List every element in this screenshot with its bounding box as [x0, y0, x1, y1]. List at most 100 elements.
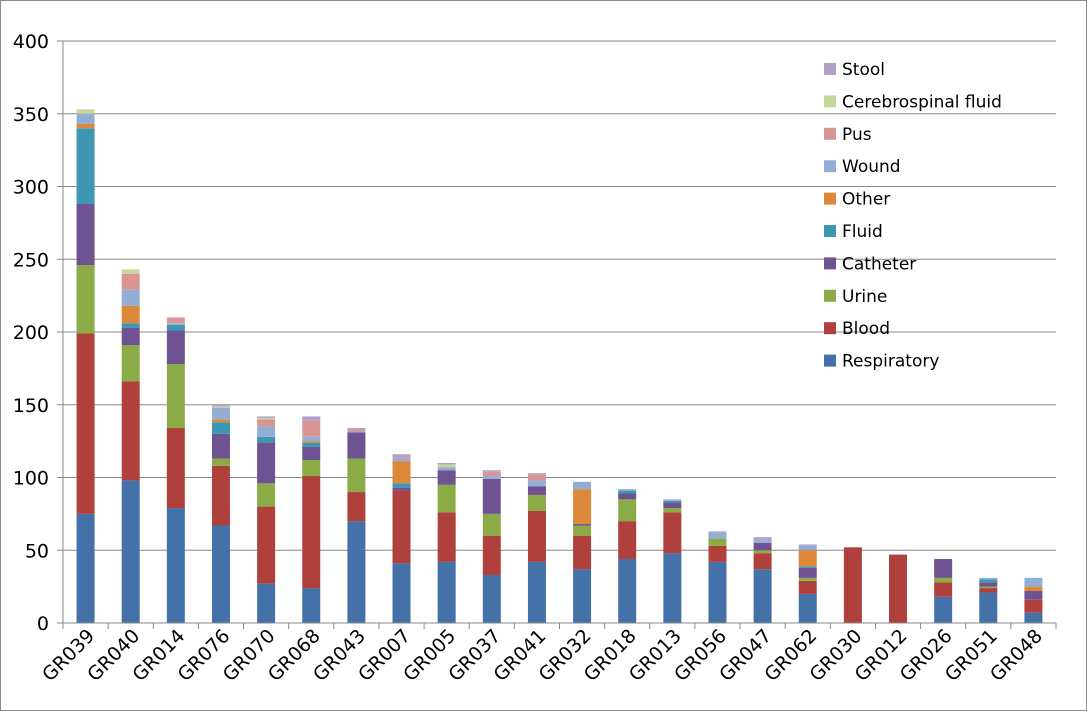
bar-segment-catheter: [302, 446, 321, 461]
bar-segment-respiratory: [618, 558, 637, 623]
bar-segment-wound: [979, 577, 998, 580]
bar-segment-catheter: [798, 567, 817, 578]
bar-segment-catheter: [663, 502, 682, 509]
legend-label: Blood: [842, 319, 890, 339]
bar-segment-blood: [573, 535, 592, 570]
legend-swatch: [824, 63, 836, 75]
bar-segment-catheter: [1024, 590, 1043, 600]
y-tick-label: 300: [13, 177, 49, 199]
bar-segment-wound: [798, 545, 817, 551]
bar-segment-catheter: [166, 330, 185, 365]
bar-segment-fluid: [618, 490, 637, 494]
bar-segment-urine: [347, 458, 366, 493]
legend: Stool Cerebrospinal fluid Pus Wound Other Flu…: [824, 60, 1002, 372]
bar-segment-respiratory: [121, 480, 140, 623]
legend-swatch: [824, 95, 836, 108]
bar-segment-fluid: [979, 579, 998, 583]
bar-segment-urine: [76, 265, 95, 334]
bar-segment-fluid: [798, 566, 817, 568]
bar-segment-blood: [979, 588, 998, 593]
bar-segment-other: [573, 489, 592, 525]
bar-segment-stool: [257, 416, 276, 418]
bar-segment-respiratory: [798, 593, 817, 623]
legend-swatch: [824, 257, 836, 270]
bar-segment-urine: [437, 484, 456, 513]
bar-segment-blood: [527, 510, 546, 562]
bar-segment-respiratory: [347, 521, 366, 623]
bar-segment-respiratory: [1024, 612, 1043, 623]
bar-segment-fluid: [663, 500, 682, 503]
bar-segment-urine: [121, 345, 140, 382]
bar-segment-urine: [979, 586, 998, 589]
bar-segment-catheter: [573, 524, 592, 526]
gridlines: [63, 40, 1056, 551]
y-tick-label: 250: [13, 249, 49, 271]
bar-segment-stool: [211, 404, 230, 407]
bar-segment-cerebrospinal-fluid: [437, 464, 456, 468]
bar-segment-pus: [347, 428, 366, 431]
bar-segment-stool: [708, 531, 727, 533]
bar-segment-wound: [121, 289, 140, 306]
bar-segment-blood: [166, 428, 185, 509]
bar-segment-urine: [302, 460, 321, 477]
bar-segment-blood: [392, 490, 411, 564]
bar-segment-other: [302, 441, 321, 443]
bar-segment-wound: [166, 323, 185, 325]
y-tick-label: 400: [13, 31, 49, 53]
bar-segment-respiratory: [76, 513, 95, 623]
bar-segment-cerebrospinal-fluid: [76, 109, 95, 114]
bar-segment-catheter: [618, 493, 637, 500]
bar-segment-urine: [618, 499, 637, 522]
legend-label: Stool: [842, 60, 885, 80]
bar-segment-urine: [257, 483, 276, 507]
bar-segment-catheter: [527, 486, 546, 495]
bar-segment-blood: [753, 553, 772, 570]
bar-segment-respiratory: [708, 561, 727, 623]
bar-segment-catheter: [76, 203, 95, 266]
bar-segment-urine: [708, 538, 727, 546]
bar-segment-other: [798, 550, 817, 567]
bar-segment-wound: [347, 430, 366, 433]
bar-segment-wound: [663, 499, 682, 501]
bar-segment-urine: [166, 364, 185, 429]
bar-segment-fluid: [257, 436, 276, 443]
bar-segment-catheter: [482, 478, 501, 514]
y-tick-label: 100: [13, 468, 49, 490]
bar-segment-urine: [527, 494, 546, 511]
bar-segment-fluid: [211, 422, 230, 434]
y-tick-label: 150: [13, 395, 49, 417]
bar-segment-urine: [753, 550, 772, 554]
bar-segment-blood: [302, 476, 321, 589]
bar-segment-respiratory: [211, 525, 230, 623]
bar-segment-blood: [663, 512, 682, 554]
bar-segment-cerebrospinal-fluid: [211, 406, 230, 408]
bars: [76, 109, 1043, 623]
bar-segment-wound: [302, 436, 321, 442]
legend-label: Fluid: [842, 222, 883, 242]
bar-segment-respiratory: [302, 588, 321, 623]
bar-segment-blood: [121, 381, 140, 481]
bar-segment-blood: [211, 465, 230, 526]
bar-segment-other: [76, 123, 95, 129]
bar-segment-urine: [573, 525, 592, 536]
legend-swatch: [824, 289, 836, 302]
bar-segment-stool: [392, 454, 411, 458]
bar-segment-catheter: [347, 432, 366, 459]
bar-segment-respiratory: [437, 561, 456, 623]
bar-segment-wound: [392, 458, 411, 462]
bar-segment-urine: [482, 513, 501, 536]
bar-segment-stool: [798, 544, 817, 546]
bar-segment-stool: [527, 473, 546, 475]
bar-segment-respiratory: [166, 508, 185, 623]
legend-swatch: [824, 160, 836, 173]
legend-swatch: [824, 225, 836, 237]
bar-segment-wound: [437, 467, 456, 471]
bar-segment-blood: [618, 521, 637, 559]
bar-segment-stool: [302, 416, 321, 421]
legend-label: Cerebrospinal fluid: [842, 92, 1002, 112]
bar-segment-fluid: [76, 128, 95, 204]
bar-segment-fluid: [121, 323, 140, 328]
legend-label: Pus: [842, 125, 872, 145]
